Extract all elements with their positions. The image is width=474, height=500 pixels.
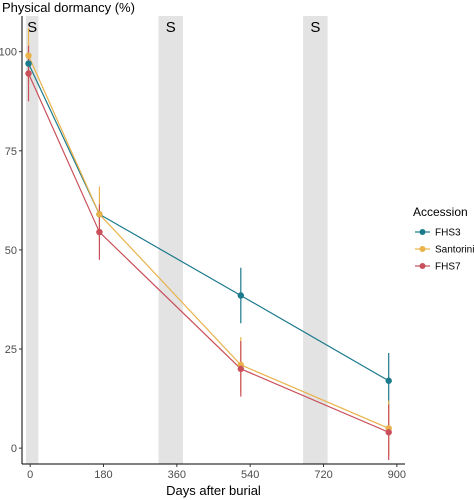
data-point — [385, 429, 392, 436]
x-tick-label: 540 — [241, 469, 259, 481]
y-tick-label: 75 — [5, 146, 17, 158]
series-line-santorini — [27, 55, 389, 429]
legend-swatch-point — [419, 229, 426, 235]
x-tick-label: 900 — [388, 469, 406, 481]
axes: 0 25 50 75 100 0 180 360 540 720 900 — [0, 16, 406, 481]
season-band-label: S — [166, 19, 176, 36]
legend-label: Santorini — [435, 245, 474, 256]
data-point — [237, 365, 244, 373]
y-tick-label: 0 — [11, 443, 17, 455]
y-tick-label: 25 — [5, 344, 17, 356]
x-tick-label: 180 — [94, 469, 112, 481]
x-tick-label: 0 — [27, 469, 33, 481]
data-point — [25, 52, 32, 59]
season-band-label: S — [310, 19, 320, 36]
data-point — [25, 70, 32, 77]
legend-swatch-point — [419, 263, 426, 269]
series-line-fhs3 — [27, 63, 390, 382]
season-band — [26, 16, 39, 464]
data-point — [237, 292, 244, 299]
y-tick-label: 50 — [5, 245, 17, 257]
series-layer — [25, 27, 392, 461]
legend-swatch-point — [419, 246, 426, 252]
legend-label: FHS3 — [435, 228, 461, 239]
season-band-label: S — [27, 19, 37, 36]
data-point — [25, 60, 32, 67]
legend: Accession FHS3 Santorini FHS7 — [413, 205, 474, 273]
y-axis-title: Physical dormancy (%) — [2, 0, 135, 15]
x-tick-label: 720 — [314, 469, 332, 481]
season-band — [303, 16, 328, 464]
legend-title: Accession — [413, 205, 468, 219]
season-band — [158, 16, 183, 464]
data-point — [96, 211, 103, 218]
y-tick-label: 100 — [0, 47, 17, 59]
x-axis-title: Days after burial — [166, 483, 261, 498]
legend-label: FHS7 — [435, 262, 461, 273]
series-line-fhs7 — [27, 73, 389, 433]
data-point — [385, 377, 392, 384]
x-tick-label: 360 — [168, 469, 186, 481]
data-point — [96, 228, 103, 236]
